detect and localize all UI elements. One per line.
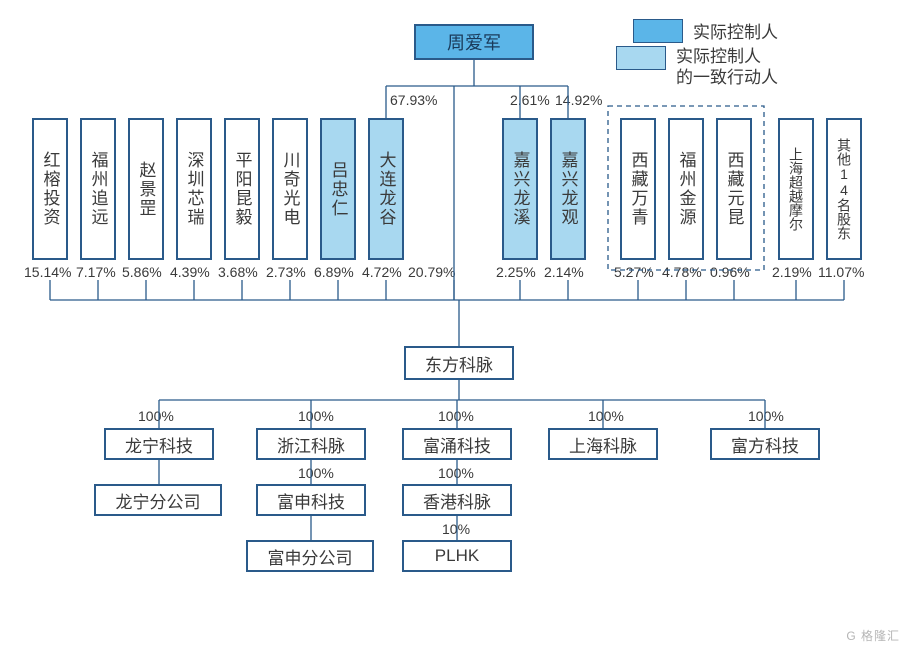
sh-15-pct: 11.07% [818,264,864,280]
sh-4: 平阳昆毅 [224,118,260,260]
sub-0-0: 龙宁分公司 [94,484,222,516]
sh-2: 赵景罡 [128,118,164,260]
sub-2-0-0-pct: 10% [442,521,470,537]
sh-11-pct: 5.27% [614,264,654,280]
sh-7: 大连龙谷 [368,118,404,260]
sh-3-pct: 4.39% [170,264,210,280]
sh-7-pct: 4.72% [362,264,402,280]
sub-4-pct: 100% [748,408,784,424]
sub-0-pct: 100% [138,408,174,424]
sub-2-0-0: PLHK [402,540,512,572]
root-label: 周爱军 [447,29,501,55]
sh-14: 上海超越摩尔 [778,118,814,260]
sub-1-0: 富申科技 [256,484,366,516]
sh-5: 川奇光电 [272,118,308,260]
legend-label-1: 实际控制人 [693,18,778,43]
sh-6: 吕忠仁 [320,118,356,260]
sh-13: 西藏元昆 [716,118,752,260]
company-label: 东方科脉 [425,351,493,376]
legend-row-1: 实际控制人 [633,18,778,43]
sh-10-pct: 2.14% [544,264,584,280]
sub-1-0-0: 富申分公司 [246,540,374,572]
sh-5-pct: 2.73% [266,264,306,280]
root-edge-pct-2: 2.61% [510,92,550,108]
sub-2-0-pct: 100% [438,465,474,481]
sh-15: 其他14名股东 [826,118,862,260]
root-node: 周爱军 [414,24,534,60]
sh-10: 嘉兴龙观 [550,118,586,260]
legend-row-2: 实际控制人的一致行动人 [616,46,778,89]
sh-12: 福州金源 [668,118,704,260]
root-edge-pct-1: 67.93% [390,92,437,108]
sh-12-pct: 4.78% [662,264,702,280]
legend-label-2: 实际控制人的一致行动人 [676,46,778,89]
sh-8-pct: 20.79% [408,264,455,280]
sh-0: 红榕投资 [32,118,68,260]
legend-swatch-concert [616,46,666,70]
sub-1-pct: 100% [298,408,334,424]
root-edge-pct-3: 14.92% [555,92,602,108]
sh-4-pct: 3.68% [218,264,258,280]
sh-11: 西藏万青 [620,118,656,260]
sh-9: 嘉兴龙溪 [502,118,538,260]
sub-2: 富涌科技 [402,428,512,460]
sh-3: 深圳芯瑞 [176,118,212,260]
sub-1-0-pct: 100% [298,465,334,481]
sh-13-pct: 0.96% [710,264,750,280]
sh-1: 福州追远 [80,118,116,260]
sh-1-pct: 7.17% [76,264,116,280]
sub-4: 富方科技 [710,428,820,460]
sh-0-pct: 15.14% [24,264,71,280]
sh-14-pct: 2.19% [772,264,812,280]
sub-0: 龙宁科技 [104,428,214,460]
sub-3-pct: 100% [588,408,624,424]
sub-1: 浙江科脉 [256,428,366,460]
sh-6-pct: 6.89% [314,264,354,280]
company-node: 东方科脉 [404,346,514,380]
legend-swatch-controller [633,19,683,43]
sub-3: 上海科脉 [548,428,658,460]
sub-2-pct: 100% [438,408,474,424]
sh-2-pct: 5.86% [122,264,162,280]
sub-2-0: 香港科脉 [402,484,512,516]
sh-9-pct: 2.25% [496,264,536,280]
watermark: G 格隆汇 [846,627,900,644]
